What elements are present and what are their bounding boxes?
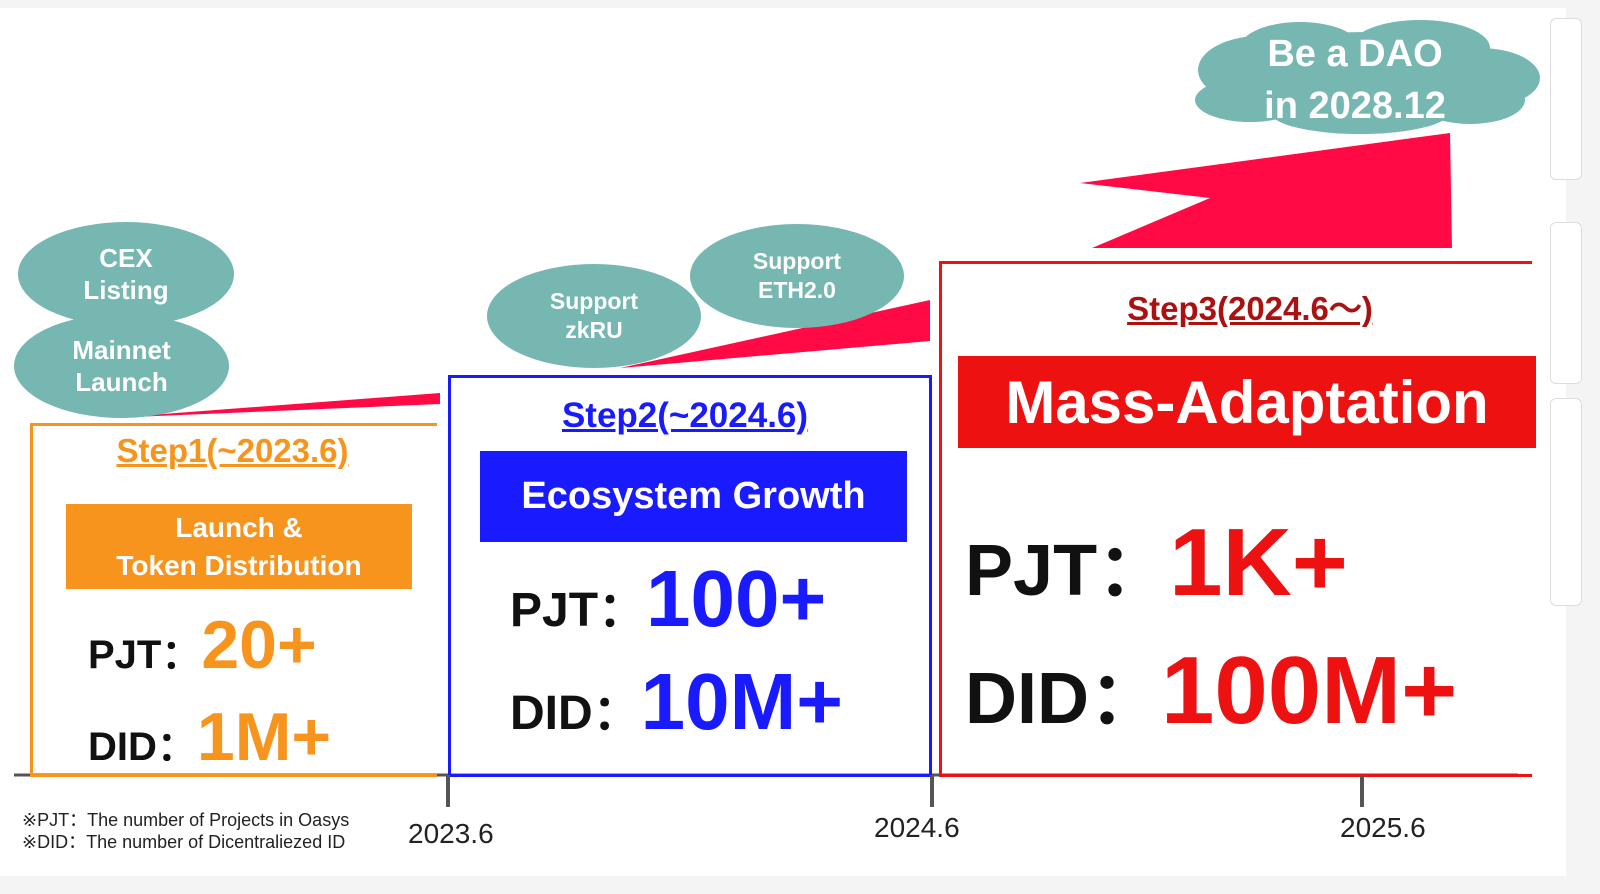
step1-box <box>30 423 437 777</box>
step2-box <box>448 375 932 777</box>
step2-did-value: 10M+ <box>640 657 844 746</box>
timeline-label-2024-6: 2024.6 <box>874 812 960 843</box>
side-card-3 <box>1550 398 1582 606</box>
arrow-big-step3 <box>1080 133 1452 248</box>
dao-cloud-line2: in 2028.12 <box>1264 85 1446 127</box>
bubble-zkru-line1: Support <box>549 288 639 315</box>
side-card-2 <box>1550 222 1582 384</box>
timeline-tick-2023-6 <box>446 775 450 807</box>
slide: Be a DAO in 2028.12 CEX Listing Mainnet La… <box>0 8 1566 876</box>
step2-pjt-label: PJT： <box>510 584 647 637</box>
step1-banner: Launch & Token Distribution <box>66 504 412 589</box>
step3-pjt: PJT：1K+ <box>965 508 1348 618</box>
step3-title: Step3(2024.6～) <box>1127 290 1373 327</box>
step1-did-label: DID： <box>88 725 197 769</box>
step2-pjt: PJT：100+ <box>510 553 826 645</box>
step2-pjt-value: 100+ <box>646 554 827 643</box>
dao-cloud-line1: Be a DAO <box>1267 33 1443 75</box>
step1-banner-line2: Token Distribution <box>116 549 362 581</box>
bubble-mainnet-launch: Mainnet Launch <box>14 314 229 418</box>
footnote-did: ※DID：The number of Dicentraliezed ID <box>22 832 346 852</box>
step1-pjt-value: 20+ <box>201 607 317 683</box>
cloud-shape <box>1195 20 1540 134</box>
bubble-mainnet-line1: Mainnet <box>72 334 171 365</box>
bubble-mainnet-line2: Launch <box>75 367 168 397</box>
arrow-wedge-step1 <box>110 393 440 418</box>
step1-pjt: PJT：20+ <box>88 606 317 684</box>
bubble-cex-line2: Listing <box>83 275 169 305</box>
step2-banner: Ecosystem Growth <box>480 451 907 542</box>
dao-cloud-text: Be a DAO in 2028.12 <box>1215 28 1495 132</box>
step2-title: Step2(~2024.6) <box>561 396 809 435</box>
step3-did: DID：100M+ <box>965 636 1457 746</box>
bubble-eth-line2: ETH2.0 <box>758 277 836 303</box>
bubble-eth-line1: Support <box>752 248 842 275</box>
step2-did-label: DID： <box>510 687 641 740</box>
step3-box <box>939 261 1532 777</box>
step2-did: DID：10M+ <box>510 656 843 748</box>
step3-banner: Mass-Adaptation <box>958 356 1536 448</box>
timeline-tick-2024-6 <box>930 775 934 807</box>
step1-did: DID：1M+ <box>88 698 331 776</box>
step1-did-value: 1M+ <box>196 699 332 775</box>
step3-pjt-value: 1K+ <box>1169 509 1348 616</box>
step3-did-value: 100M+ <box>1161 637 1458 744</box>
side-card-1 <box>1550 18 1582 180</box>
step3-did-label: DID： <box>965 659 1161 739</box>
timeline-tick-2025-6 <box>1360 775 1364 807</box>
timeline-label-2025-6: 2025.6 <box>1340 812 1426 843</box>
bubble-support-zkru: Support zkRU <box>487 264 701 368</box>
footnote-pjt: ※PJT：The number of Projects in Oasys <box>22 810 350 830</box>
bubble-cex-line1: CEX <box>99 242 153 273</box>
step1-banner-line1: Launch & <box>175 511 303 543</box>
timeline-label-2023-6: 2023.6 <box>408 818 494 849</box>
step1-title: Step1(~2023.6) <box>116 432 349 469</box>
bubble-cex-listing: CEX Listing <box>18 222 234 326</box>
step3-pjt-label: PJT： <box>965 531 1170 611</box>
bubble-zkru-line2: zkRU <box>565 317 623 343</box>
bubble-support-eth: Support ETH2.0 <box>690 224 904 328</box>
step1-pjt-label: PJT： <box>88 633 202 677</box>
